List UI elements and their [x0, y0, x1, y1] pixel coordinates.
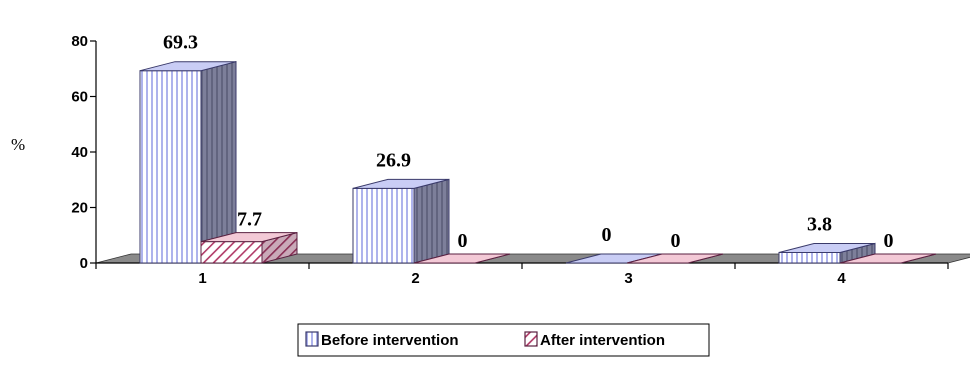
- y-tick-label: 40: [71, 144, 88, 161]
- bar-front-face: [200, 241, 263, 264]
- data-label: 0: [458, 230, 468, 252]
- legend: Before intervention After intervention: [297, 323, 710, 357]
- bar-before-1: [139, 61, 237, 264]
- bar-top-face: [626, 253, 724, 264]
- data-label: 69.3: [163, 32, 198, 54]
- x-tick-label: 2: [411, 270, 419, 287]
- bar-top-face: [413, 253, 511, 264]
- bar-top-face: [839, 253, 937, 264]
- x-tick-label: 4: [837, 270, 846, 287]
- legend-label-before: Before intervention: [321, 332, 459, 349]
- y-axis-label: %: [11, 135, 25, 154]
- x-tick-label: 1: [198, 270, 206, 287]
- bar-side-face: [413, 178, 450, 264]
- bar-before-4: [778, 242, 876, 264]
- bar-top-face: [200, 232, 298, 243]
- y-tick-label: 0: [80, 255, 88, 272]
- bar-after-1: [200, 231, 298, 264]
- data-label: 26.9: [376, 149, 411, 171]
- bar-top-face: [352, 178, 450, 189]
- legend-swatch-after: [524, 331, 538, 347]
- y-tick-label: 20: [71, 200, 88, 217]
- data-label: 0: [884, 230, 894, 252]
- bar-side-face: [200, 61, 237, 264]
- data-label: 3.8: [807, 213, 832, 235]
- data-label: 7.7: [237, 209, 262, 231]
- bar-top-face: [139, 61, 237, 72]
- data-label: 0: [671, 230, 681, 252]
- bar-before-2: [352, 178, 450, 264]
- x-tick-label: 3: [624, 270, 632, 287]
- data-label: 0: [602, 224, 612, 246]
- legend-box: [297, 323, 710, 357]
- y-tick-label: 60: [71, 89, 88, 106]
- y-tick-label: 80: [71, 33, 88, 50]
- bar-top-face: [778, 242, 876, 253]
- legend-swatch-before: [305, 331, 319, 347]
- bar-front-face: [139, 70, 202, 264]
- bar-front-face: [352, 187, 415, 264]
- bar-after-4: [839, 253, 937, 264]
- bar-after-2: [413, 253, 511, 264]
- bar-front-face: [778, 251, 841, 264]
- bar-after-3: [626, 253, 724, 264]
- legend-label-after: After intervention: [540, 332, 665, 349]
